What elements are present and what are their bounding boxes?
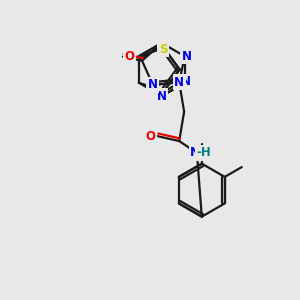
Text: O: O (146, 130, 156, 143)
Text: -H: -H (196, 146, 211, 159)
Text: O: O (125, 50, 135, 63)
Text: N: N (157, 89, 167, 103)
Text: N: N (174, 76, 184, 89)
Text: N: N (148, 79, 158, 92)
Text: N: N (182, 50, 192, 63)
Text: N: N (190, 146, 200, 159)
Text: N: N (181, 75, 191, 88)
Text: S: S (159, 43, 167, 56)
